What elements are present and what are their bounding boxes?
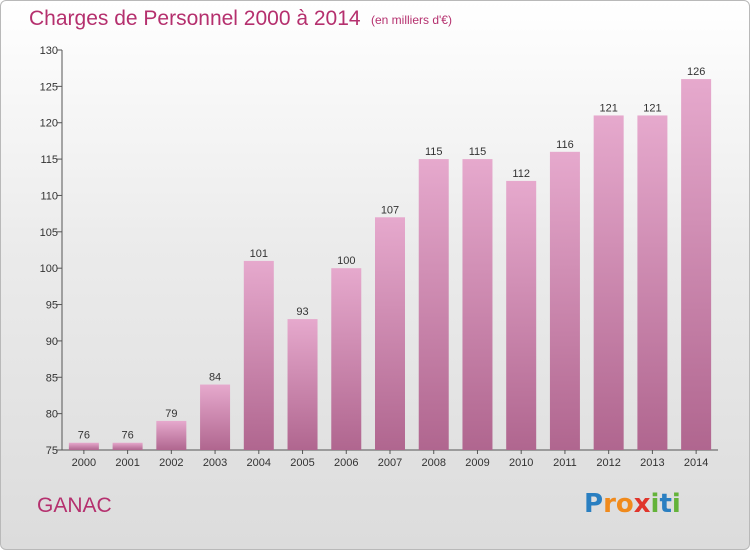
bar (637, 115, 668, 451)
commune-name: GANAC (37, 494, 112, 517)
x-tick-label: 2013 (640, 457, 664, 469)
y-tick-label: 95 (46, 300, 58, 312)
x-tick-label: 2006 (334, 457, 358, 469)
bar (375, 217, 405, 450)
logo-letter: o (615, 489, 634, 519)
x-tick-label: 2012 (596, 457, 620, 469)
y-tick-label: 130 (40, 45, 58, 57)
y-tick-label: 105 (40, 227, 58, 239)
data-label: 107 (381, 204, 399, 216)
y-tick-label: 110 (40, 190, 58, 202)
x-tick-label: 2001 (115, 457, 139, 469)
x-tick-label: 2005 (290, 457, 314, 469)
y-tick-label: 80 (46, 409, 58, 421)
data-label: 115 (425, 146, 443, 158)
x-tick-label: 2003 (203, 457, 227, 469)
bar (681, 79, 712, 450)
bar (418, 159, 449, 450)
data-label: 79 (165, 408, 177, 420)
bar (462, 159, 493, 450)
bar (287, 319, 318, 450)
bar (156, 420, 187, 450)
data-label: 121 (643, 102, 661, 114)
logo-letter: t (659, 489, 672, 519)
bar (200, 384, 231, 450)
data-label: 126 (687, 66, 705, 78)
bar (243, 260, 274, 450)
logo-letter: x (633, 489, 651, 519)
bar (68, 442, 99, 450)
data-label: 84 (209, 372, 221, 384)
bar (549, 151, 580, 450)
x-tick-label: 2002 (159, 457, 183, 469)
x-tick-label: 2008 (421, 457, 445, 469)
x-tick-label: 2004 (247, 457, 271, 469)
logo-letter: r (603, 489, 616, 519)
data-label: 76 (78, 430, 90, 442)
y-tick-label: 75 (46, 445, 58, 457)
data-label: 116 (556, 139, 574, 151)
bar (593, 115, 624, 451)
x-tick-label: 2000 (72, 457, 96, 469)
proxiti-logo: Proxiti (584, 489, 681, 519)
chart-title: Charges de Personnel 2000 à 2014 (29, 7, 361, 30)
y-tick-label: 120 (40, 118, 58, 130)
chart-unit: (en milliers d'€) (371, 13, 452, 27)
data-label: 121 (599, 102, 617, 114)
bar (331, 268, 362, 450)
x-tick-label: 2009 (465, 457, 489, 469)
logo-letter: i (650, 489, 660, 519)
bar (506, 180, 537, 450)
y-tick-label: 125 (40, 81, 58, 93)
x-tick-label: 2010 (509, 457, 533, 469)
y-tick-label: 85 (46, 372, 58, 384)
logo-letter: i (671, 489, 681, 519)
data-label: 115 (469, 146, 487, 158)
x-tick-label: 2007 (378, 457, 402, 469)
y-tick-label: 90 (46, 336, 58, 348)
bar (112, 442, 143, 450)
x-tick-label: 2014 (684, 457, 708, 469)
logo-letter: P (584, 489, 604, 519)
y-tick-label: 100 (40, 263, 58, 275)
data-label: 101 (250, 248, 268, 260)
data-label: 76 (121, 430, 133, 442)
data-label: 93 (296, 306, 308, 318)
x-tick-label: 2011 (553, 457, 577, 469)
y-tick-label: 115 (40, 154, 58, 166)
data-label: 100 (337, 255, 355, 267)
data-label: 112 (512, 168, 530, 180)
